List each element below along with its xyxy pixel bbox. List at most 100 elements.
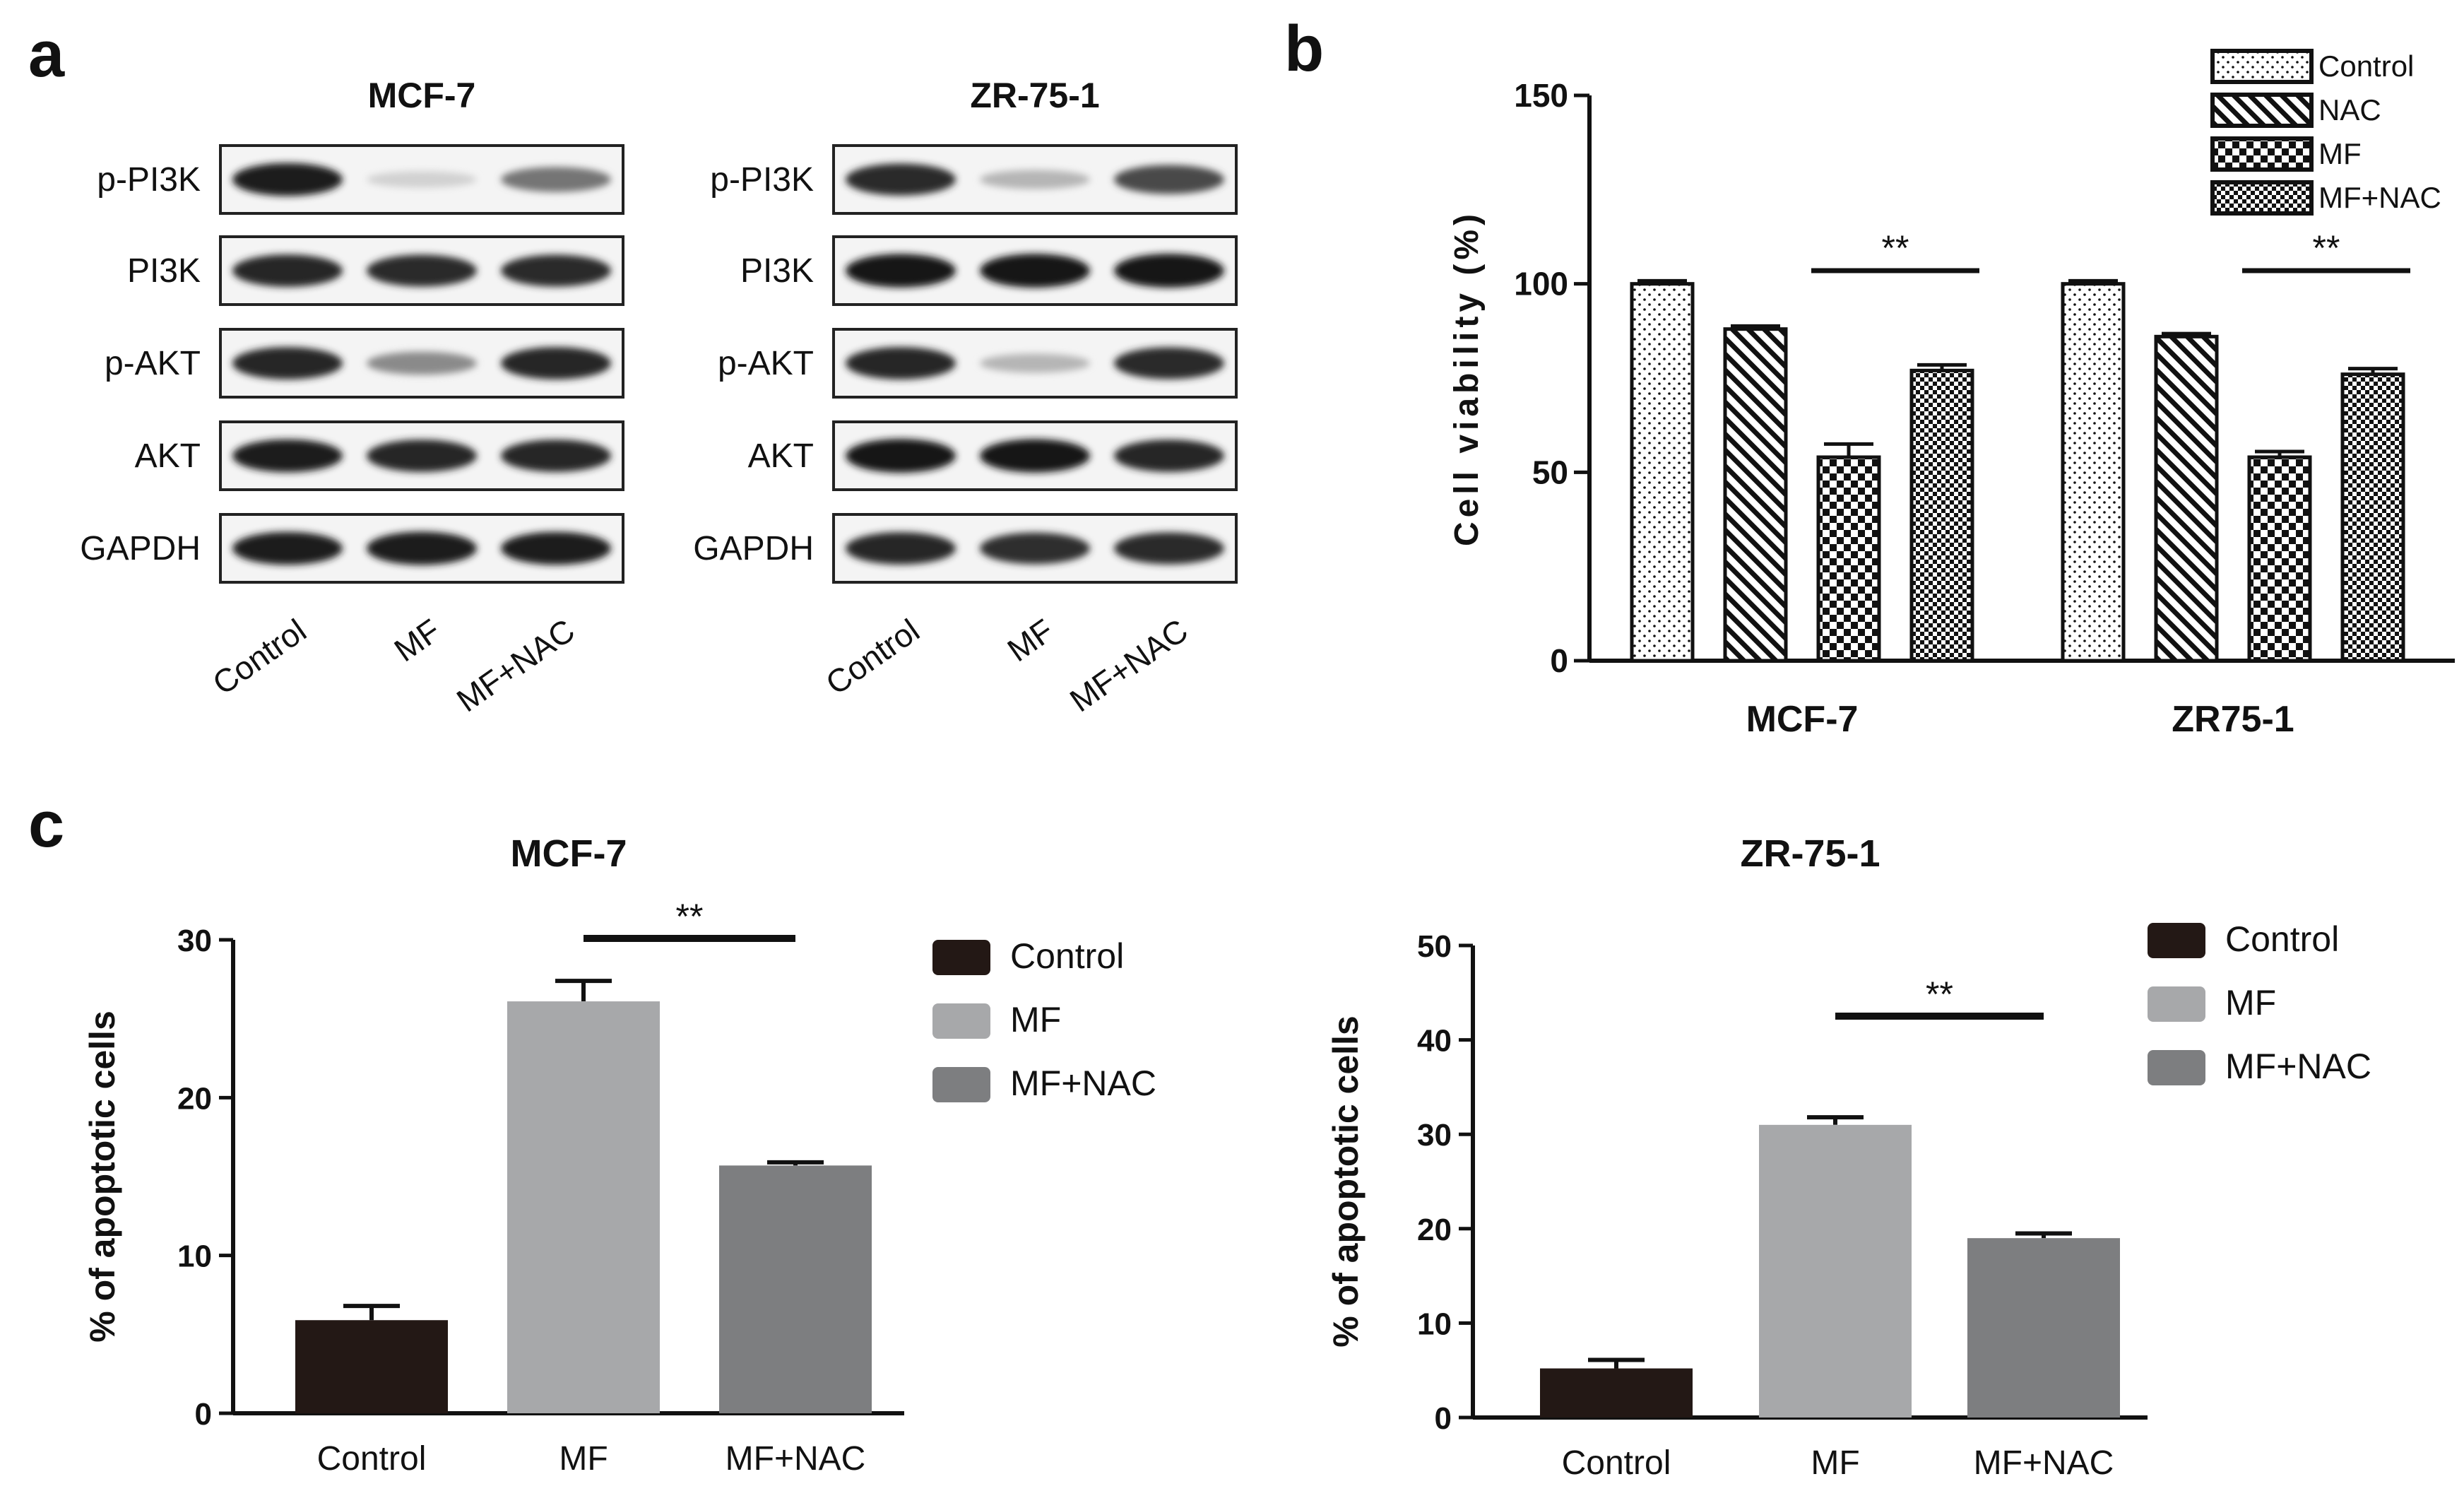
cell-viability-chart: 0 50 100 150 Cell viability (%) MCF-7 ** ZR75-1… bbox=[1448, 49, 2455, 740]
blot-band bbox=[367, 171, 477, 188]
legend-swatch bbox=[2210, 93, 2314, 128]
blot-band bbox=[846, 347, 956, 379]
blot-band bbox=[1114, 254, 1224, 288]
bar bbox=[1967, 1238, 2120, 1418]
bar bbox=[1816, 455, 1881, 663]
blot-band bbox=[232, 439, 343, 473]
legend-swatch bbox=[2210, 49, 2314, 84]
blot-band bbox=[232, 531, 343, 565]
y-tick-label: 20 bbox=[177, 1081, 212, 1116]
bar bbox=[507, 1001, 660, 1413]
x-category-label: ZR75-1 bbox=[2172, 699, 2294, 740]
legend-swatch bbox=[932, 1003, 990, 1039]
legend-label: MF+NAC bbox=[2318, 181, 2441, 214]
blot-band bbox=[232, 254, 343, 287]
blot-lane-label: MF+NAC bbox=[1063, 612, 1195, 719]
x-category-label: MF+NAC bbox=[725, 1440, 866, 1478]
blot-band bbox=[232, 347, 343, 379]
legend-label: Control bbox=[2318, 49, 2414, 83]
western-blot-zr751: ZR-75-1 p-PI3K PI3K p-AKT AKT GAPDH Control MF M… bbox=[693, 76, 1238, 719]
blot-row-label: AKT bbox=[748, 437, 814, 475]
blot-band bbox=[980, 170, 1090, 189]
y-axis-title: Cell viability (%) bbox=[1448, 210, 1486, 546]
blot-band bbox=[501, 167, 611, 192]
panel-label-a: a bbox=[28, 18, 65, 90]
bar bbox=[2247, 455, 2312, 663]
legend-label: MF+NAC bbox=[1010, 1063, 1156, 1103]
legend-label: MF bbox=[2225, 983, 2276, 1023]
significance-label: ** bbox=[1882, 228, 1909, 268]
blot-band bbox=[980, 254, 1090, 288]
blot-band bbox=[501, 440, 611, 472]
bar bbox=[2340, 372, 2405, 663]
x-category-label: Control bbox=[317, 1440, 427, 1478]
x-category-label: MF bbox=[559, 1440, 608, 1478]
chart-title: MCF-7 bbox=[511, 832, 627, 875]
y-tick-label: 50 bbox=[1532, 454, 1568, 490]
blot-row-label: PI3K bbox=[127, 252, 201, 290]
blot-band bbox=[846, 532, 956, 565]
blot-band bbox=[367, 531, 477, 565]
x-category-label: Control bbox=[1562, 1444, 1671, 1482]
apoptosis-chart-zr751: ZR-75-1 0 10 20 30 40 50 % of apoptotic cells Co… bbox=[1326, 832, 2371, 1482]
panel-label-c: c bbox=[28, 789, 64, 861]
blot-band bbox=[846, 163, 956, 196]
legend-label: MF+NAC bbox=[2225, 1047, 2371, 1086]
blot-lane-label: Control bbox=[206, 612, 312, 702]
chart-title: ZR-75-1 bbox=[1740, 832, 1880, 875]
bar bbox=[1909, 368, 1974, 663]
y-tick-label: 10 bbox=[1417, 1307, 1452, 1341]
blot-lane-label: Control bbox=[819, 612, 925, 702]
blot-row-label: GAPDH bbox=[80, 530, 201, 567]
blot-lane-label: MF bbox=[1001, 612, 1060, 669]
blot-band bbox=[367, 254, 477, 287]
blot-lane-label: MF bbox=[388, 612, 447, 669]
blot-band bbox=[846, 254, 956, 288]
legend-label: MF bbox=[1010, 1000, 1061, 1039]
apoptosis-chart-mcf7: MCF-7 0 10 20 30 % of apoptotic cells Control M… bbox=[83, 832, 1156, 1478]
legend-swatch bbox=[2148, 923, 2205, 958]
blot-band bbox=[501, 347, 611, 379]
legend-swatch bbox=[932, 940, 990, 975]
blot-band bbox=[980, 439, 1090, 473]
blot-row-label: p-PI3K bbox=[710, 161, 814, 199]
blot-band bbox=[980, 353, 1090, 373]
blot-band bbox=[1114, 440, 1224, 472]
legend-swatch bbox=[2210, 136, 2314, 172]
legend-label: MF bbox=[2318, 137, 2362, 170]
panel-label-b: b bbox=[1284, 13, 1324, 85]
bar bbox=[1540, 1368, 1693, 1418]
bar bbox=[1630, 282, 1695, 663]
blot-band bbox=[846, 439, 956, 473]
blot-title: ZR-75-1 bbox=[970, 76, 1099, 115]
bar bbox=[719, 1165, 872, 1413]
blot-row-label: GAPDH bbox=[693, 530, 814, 567]
y-axis-title: % of apoptotic cells bbox=[83, 1010, 122, 1343]
blot-row-label: p-PI3K bbox=[97, 161, 201, 199]
blot-band bbox=[1114, 532, 1224, 565]
legend-label: Control bbox=[2225, 919, 2339, 959]
y-tick-label: 0 bbox=[1435, 1401, 1452, 1436]
blot-row-label: p-AKT bbox=[718, 345, 814, 382]
y-tick-label: 0 bbox=[195, 1397, 212, 1432]
blot-band bbox=[367, 440, 477, 472]
x-category-label: MF bbox=[1811, 1444, 1859, 1482]
significance-label: ** bbox=[1926, 974, 1953, 1014]
significance-label: ** bbox=[2313, 228, 2340, 268]
legend-swatch bbox=[932, 1067, 990, 1102]
blot-band bbox=[1114, 165, 1224, 194]
blot-band bbox=[367, 351, 477, 375]
y-tick-label: 30 bbox=[1417, 1118, 1452, 1153]
y-tick-label: 30 bbox=[177, 924, 212, 958]
bar bbox=[2154, 334, 2219, 663]
blot-band bbox=[232, 163, 343, 196]
bar bbox=[2061, 282, 2126, 663]
y-tick-label: 40 bbox=[1417, 1024, 1452, 1059]
x-category-label: MF+NAC bbox=[1974, 1444, 2114, 1482]
y-tick-label: 20 bbox=[1417, 1213, 1452, 1247]
y-axis-title: % of apoptotic cells bbox=[1326, 1015, 1366, 1348]
blot-band bbox=[980, 532, 1090, 565]
blot-row-label: PI3K bbox=[740, 252, 814, 290]
blot-row-label: AKT bbox=[135, 437, 201, 475]
